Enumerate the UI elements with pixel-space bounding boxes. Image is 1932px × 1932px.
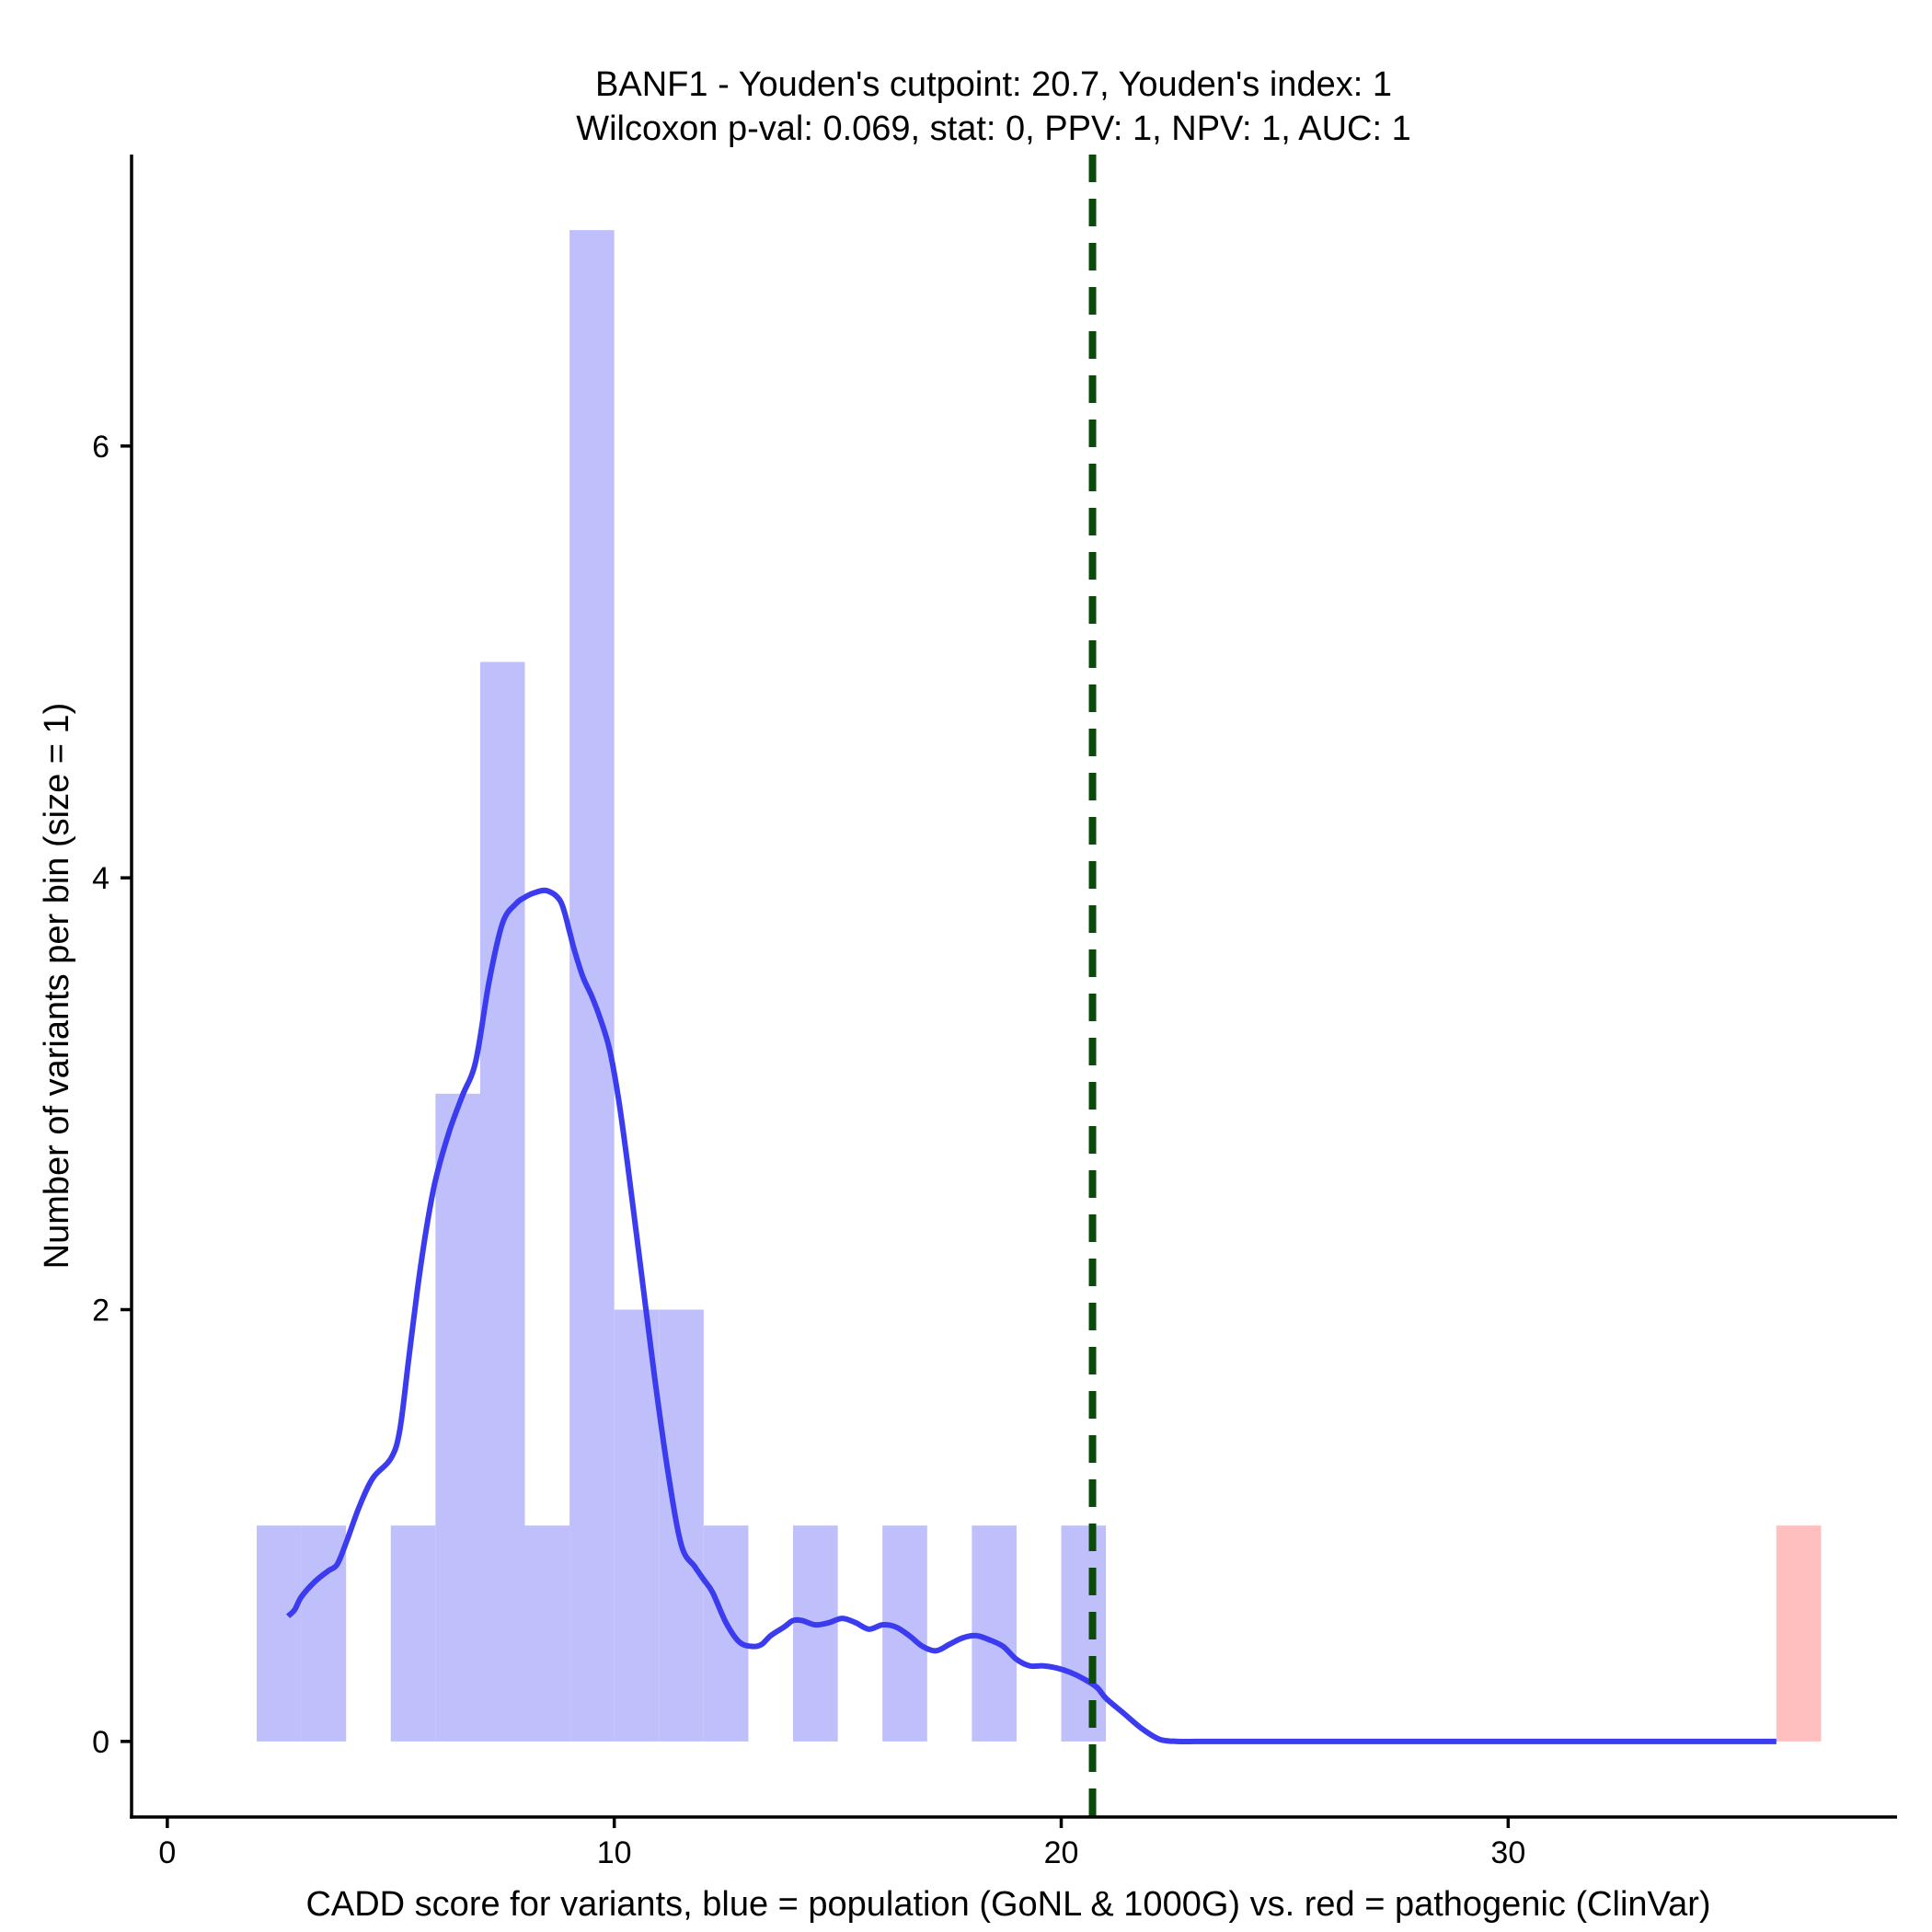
population-bar-2 [390, 1525, 436, 1742]
histogram-bars [257, 230, 1822, 1742]
population-bar-8 [659, 1309, 704, 1742]
population-bar-10 [793, 1525, 838, 1742]
x-axis-ticks: 0 10 20 30 [158, 1817, 1525, 1870]
y-tick-label: 4 [92, 861, 109, 896]
population-bar-6 [569, 230, 615, 1742]
population-bar-4 [479, 661, 525, 1742]
x-tick-label: 20 [1044, 1835, 1079, 1870]
x-tick-label: 10 [597, 1835, 632, 1870]
population-bar-9 [703, 1525, 749, 1742]
y-tick-label: 6 [92, 430, 109, 465]
chart-title-line-2: Wilcoxon p-val: 0.069, stat: 0, PPV: 1, … [576, 109, 1410, 148]
y-tick-label: 0 [92, 1725, 109, 1760]
y-axis-ticks: 0 2 4 6 [92, 430, 132, 1760]
x-tick-label: 30 [1490, 1835, 1525, 1870]
x-axis-label: CADD score for variants, blue = populati… [305, 1885, 1710, 1924]
population-bar-7 [614, 1309, 660, 1742]
y-tick-label: 2 [92, 1294, 109, 1328]
y-axis-label: Number of variants per bin (size = 1) [38, 703, 76, 1270]
x-tick-label: 0 [158, 1835, 176, 1870]
population-bar-13 [1061, 1525, 1107, 1742]
density-curve [285, 887, 1777, 1745]
population-bar-0 [257, 1525, 302, 1742]
pathogenic-bar-0 [1776, 1525, 1822, 1742]
chart-title-line-1: BANF1 - Youden's cutpoint: 20.7, Youden'… [595, 65, 1392, 104]
density-curve-layer [285, 887, 1777, 1745]
population-bar-5 [524, 1525, 570, 1742]
population-bar-3 [435, 1093, 480, 1742]
